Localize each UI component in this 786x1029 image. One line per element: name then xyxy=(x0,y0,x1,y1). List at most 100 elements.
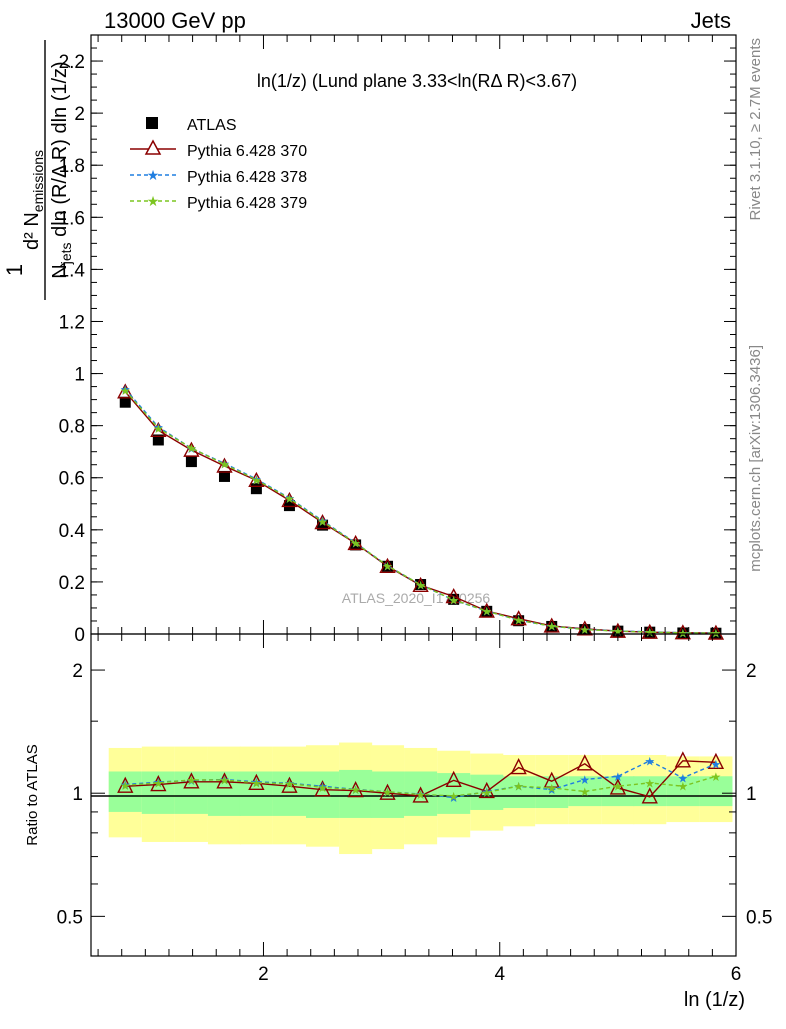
ratio-370-point xyxy=(576,754,593,771)
ratio-370-point xyxy=(445,770,462,788)
ratio-370-point xyxy=(183,772,200,789)
ratio-series-line xyxy=(125,775,717,797)
ratio-star-point: ★ xyxy=(153,776,164,790)
legend-atlas-marker xyxy=(146,117,158,129)
atlas-point xyxy=(185,456,197,468)
ratio-370-point xyxy=(641,787,658,804)
legend-379-marker: ★ xyxy=(147,193,160,209)
main-title: ln(1/z) (Lund plane 3.33<ln(RΔ R)<3.67) xyxy=(257,71,577,91)
ylabel-denominator: Njets dln (R/Δ R) dln (1/z) xyxy=(49,61,74,278)
atlas-point xyxy=(119,396,131,408)
pythia-star-point: ★ xyxy=(546,620,557,634)
pythia-star-point: ★ xyxy=(513,614,524,628)
atlas-point xyxy=(218,470,230,482)
pythia-star-point: ★ xyxy=(350,536,361,550)
ratio-band-green xyxy=(470,774,504,810)
atlas-point xyxy=(152,434,164,446)
ratio-band-green xyxy=(174,771,208,814)
ratio-star-point: ★ xyxy=(644,754,655,768)
pythia-star-point: ★ xyxy=(350,537,361,551)
pythia-star-point: ★ xyxy=(481,605,492,619)
main-series-line xyxy=(124,390,716,634)
side-label-rivet: Rivet 3.1.10, ≥ 2.7M events xyxy=(747,38,764,221)
pythia-star-point: ★ xyxy=(219,457,230,471)
ratio-star-point: ★ xyxy=(546,783,557,797)
legend-atlas-label: ATLAS xyxy=(187,117,237,134)
atlas-point xyxy=(250,483,262,495)
ratio-star-point: ★ xyxy=(711,757,722,771)
ratio-370-point xyxy=(510,758,527,775)
ratio-star-point: ★ xyxy=(579,773,590,787)
ratio-370-point xyxy=(412,786,429,803)
pythia-star-point: ★ xyxy=(448,593,459,607)
ratio-370-point xyxy=(674,751,691,768)
ratio-star-point: ★ xyxy=(579,785,590,799)
pythia-star-point: ★ xyxy=(546,620,557,634)
main-ytick-label: 2.2 xyxy=(59,52,85,73)
ratio-ytick-label: 0.5 xyxy=(57,907,83,928)
main-ytick-label: 1.4 xyxy=(59,260,86,281)
ylabel-one: 1 xyxy=(2,264,27,276)
pythia-370-point xyxy=(412,576,429,592)
pythia-star-point: ★ xyxy=(644,625,655,639)
pythia-370-point xyxy=(248,471,265,488)
pythia-star-point: ★ xyxy=(186,442,197,456)
ratio-star-point: ★ xyxy=(415,788,426,802)
ratio-370-point xyxy=(216,772,233,789)
main-ytick-label: 1 xyxy=(74,365,85,386)
ratio-star-point: ★ xyxy=(153,776,164,790)
x-tick-label: 4 xyxy=(494,964,505,985)
pythia-star-point: ★ xyxy=(317,515,328,529)
ratio-star-point: ★ xyxy=(251,775,262,789)
ratio-star-point: ★ xyxy=(481,786,492,800)
pythia-370-point xyxy=(576,620,593,636)
ratio-ytick-label-right: 1 xyxy=(746,784,757,805)
pythia-370-point xyxy=(379,557,396,573)
main-ytick-label: 0 xyxy=(74,625,85,646)
ratio-band-green xyxy=(568,776,602,807)
atlas-point xyxy=(513,615,525,627)
legend-379-label: Pythia 6.428 379 xyxy=(187,195,307,212)
ratio-plot-frame xyxy=(90,633,737,957)
pythia-370-point xyxy=(510,610,527,626)
pythia-370-point xyxy=(674,624,692,640)
ratio-band-green xyxy=(339,769,373,818)
main-panel: ln(1/z) (Lund plane 3.33<ln(RΔ R)<3.67) … xyxy=(2,34,737,646)
ratio-370-point xyxy=(707,752,725,769)
pythia-star-point: ★ xyxy=(415,578,426,592)
legend: ATLAS Pythia 6.428 370 ★ Pythia 6.428 37… xyxy=(130,117,307,212)
ratio-band-green xyxy=(633,776,667,807)
ratio-band-green xyxy=(502,776,536,809)
atlas-point xyxy=(710,627,722,639)
main-ytick-label: 0.8 xyxy=(59,417,85,438)
ratio-star-point: ★ xyxy=(186,774,197,788)
pythia-star-point: ★ xyxy=(251,473,262,487)
pythia-star-point: ★ xyxy=(513,614,524,628)
main-y-axis-label: 1 d² Nemissions Njets dln (R/Δ R) dln (1… xyxy=(2,40,74,300)
atlas-point xyxy=(317,519,329,531)
ratio-ytick-label-right: 0.5 xyxy=(746,907,772,928)
ratio-star-point: ★ xyxy=(219,774,230,788)
ratio-370-point xyxy=(314,780,331,797)
ratio-star-point: ★ xyxy=(677,771,688,785)
main-ytick-label: 1.8 xyxy=(59,156,85,177)
pythia-star-point: ★ xyxy=(219,458,230,472)
ratio-band-green xyxy=(141,771,175,814)
ratio-star-point: ★ xyxy=(546,781,557,795)
ylabel-numerator: d² Nemissions xyxy=(21,150,46,250)
ratio-band-green xyxy=(666,776,700,807)
ratio-ytick-label: 1 xyxy=(72,784,83,805)
ratio-star-point: ★ xyxy=(448,791,459,805)
ratio-panel: ★ ★ ★ ★ ★ ★ ★ ★ ★ ★ ★ ★ ★ ★★ ★★★★★ ★ ★ ★ ★ ★ ★ ★ ★ ★ ★ ★ ★ ★ ★ ★ ★ ★★ 0… xyxy=(24,633,772,957)
pythia-370-point xyxy=(445,588,462,604)
pythia-370-point xyxy=(117,383,134,399)
atlas-point xyxy=(350,539,362,551)
pythia-star-point: ★ xyxy=(153,422,164,436)
pythia-star-point: ★ xyxy=(186,442,197,456)
ratio-band-green xyxy=(239,771,273,816)
pythia-370-point xyxy=(347,534,364,551)
header-right: Jets xyxy=(691,8,731,33)
main-ytick-label: 0.4 xyxy=(59,521,86,542)
pythia-star-point: ★ xyxy=(644,626,655,640)
main-ytick-label: 0.2 xyxy=(59,573,85,594)
